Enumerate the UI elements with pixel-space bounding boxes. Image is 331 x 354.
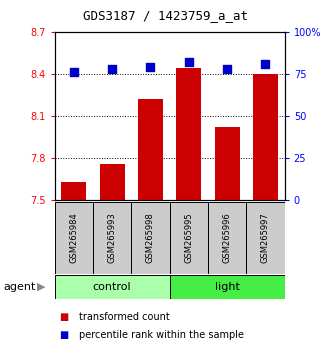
Point [263, 61, 268, 67]
Text: transformed count: transformed count [79, 312, 170, 322]
Point [186, 59, 191, 65]
Text: GSM265984: GSM265984 [69, 213, 78, 263]
Bar [55, 275, 169, 299]
Bar [169, 202, 208, 274]
Text: GSM265996: GSM265996 [223, 213, 232, 263]
Text: control: control [93, 282, 131, 292]
Bar [253, 74, 278, 200]
Bar [100, 164, 124, 200]
Bar [131, 202, 169, 274]
Bar [215, 127, 240, 200]
Bar [246, 202, 285, 274]
Point [224, 66, 230, 72]
Bar [55, 202, 93, 274]
Text: GSM265998: GSM265998 [146, 213, 155, 263]
Text: GSM265997: GSM265997 [261, 213, 270, 263]
Text: light: light [215, 282, 240, 292]
Text: GDS3187 / 1423759_a_at: GDS3187 / 1423759_a_at [83, 9, 248, 22]
Bar [93, 202, 131, 274]
Text: ■: ■ [60, 312, 69, 322]
Text: GSM265993: GSM265993 [108, 213, 117, 263]
Bar [169, 275, 285, 299]
Point [110, 66, 115, 72]
Text: ▶: ▶ [37, 282, 46, 292]
Point [148, 64, 153, 70]
Bar [208, 202, 246, 274]
Text: GSM265995: GSM265995 [184, 213, 193, 263]
Bar [138, 99, 163, 200]
Text: ■: ■ [60, 330, 69, 339]
Text: percentile rank within the sample: percentile rank within the sample [79, 330, 244, 339]
Text: agent: agent [3, 282, 36, 292]
Point [71, 69, 76, 75]
Bar [176, 68, 201, 200]
Bar [61, 182, 86, 200]
